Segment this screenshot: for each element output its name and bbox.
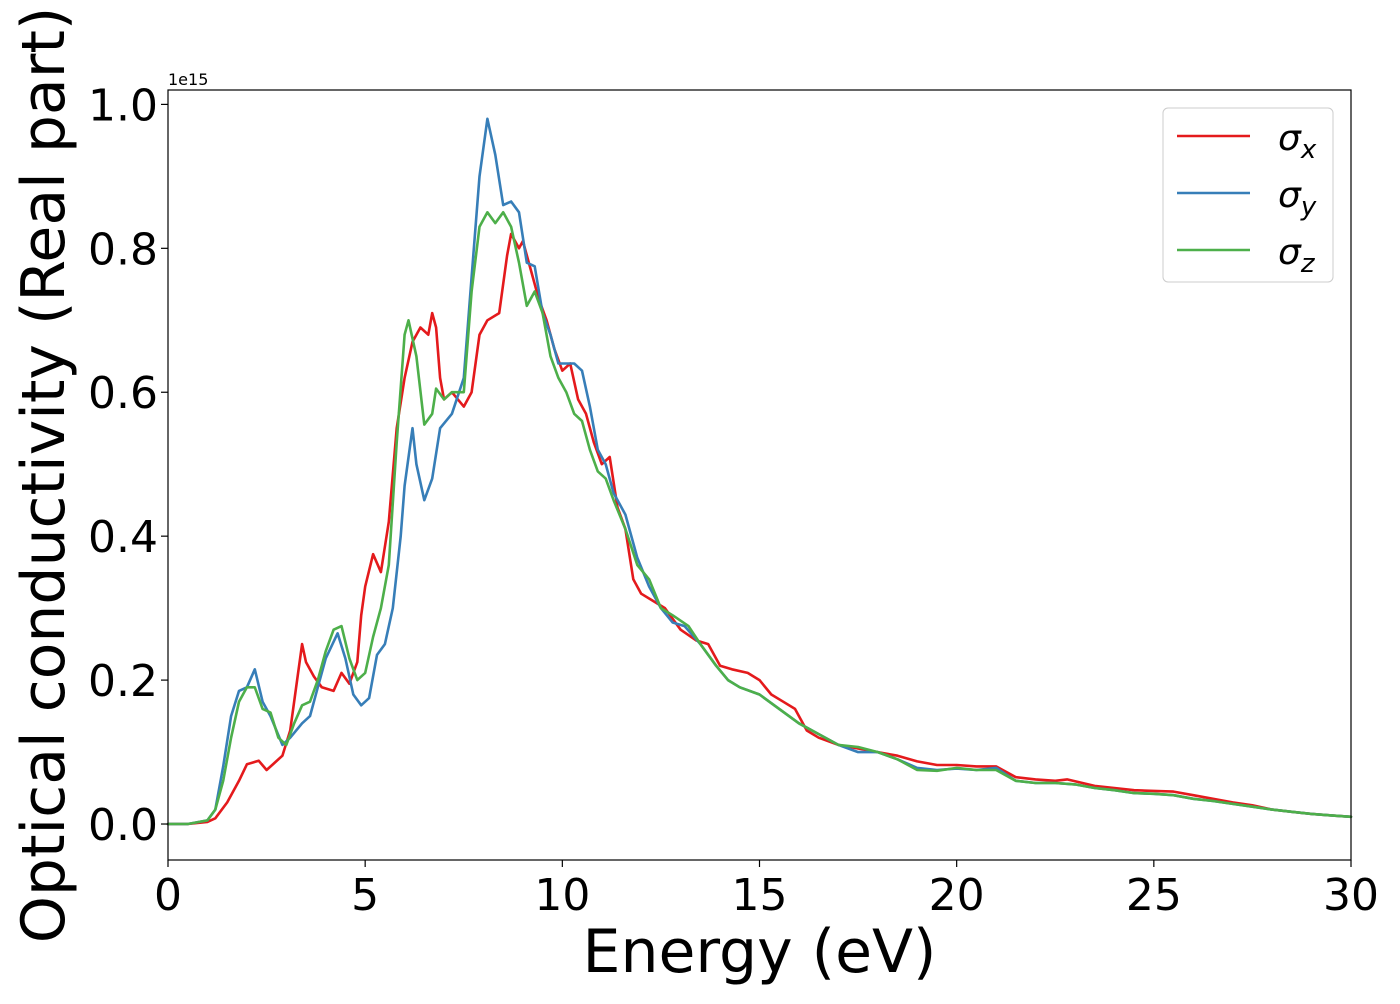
y-axis: 0.0 0.2 0.4 0.6 0.8 1.0: [88, 80, 168, 851]
legend-label-x: σx: [1278, 118, 1317, 165]
legend-symbol: σ: [1278, 232, 1302, 273]
legend-symbol: σ: [1278, 175, 1302, 216]
legend-symbol: σ: [1278, 118, 1302, 159]
y-axis-label: Optical conductivity (Real part): [9, 7, 79, 944]
y-tick-label: 1.0: [88, 80, 158, 131]
legend-subscript: x: [1300, 135, 1317, 165]
y-offset-label: 1e15: [168, 70, 208, 89]
x-tick-label: 0: [154, 870, 182, 921]
legend-subscript: y: [1300, 192, 1317, 222]
y-tick-label: 0.2: [88, 656, 158, 707]
y-tick-label: 0.6: [88, 368, 158, 419]
x-axis-label: Energy (eV): [583, 917, 937, 987]
series-line-z: [166, 211, 1353, 826]
y-tick-label: 0.4: [88, 512, 158, 563]
legend-subscript: z: [1300, 249, 1316, 279]
x-tick-label: 15: [732, 870, 788, 921]
x-tick-label: 20: [929, 870, 985, 921]
legend-frame: [1162, 107, 1334, 283]
x-axis: 0 5 10 15 20 25 30: [154, 860, 1379, 921]
x-tick-label: 10: [534, 870, 590, 921]
series-layer: [166, 117, 1353, 826]
y-tick-label: 0.0: [88, 800, 158, 851]
y-tick-label: 0.8: [88, 224, 158, 275]
x-tick-label: 30: [1323, 870, 1379, 921]
x-tick-label: 5: [351, 870, 379, 921]
legend-label-y: σy: [1278, 175, 1317, 222]
legend-label-z: σz: [1278, 232, 1316, 279]
x-tick-label: 25: [1126, 870, 1182, 921]
